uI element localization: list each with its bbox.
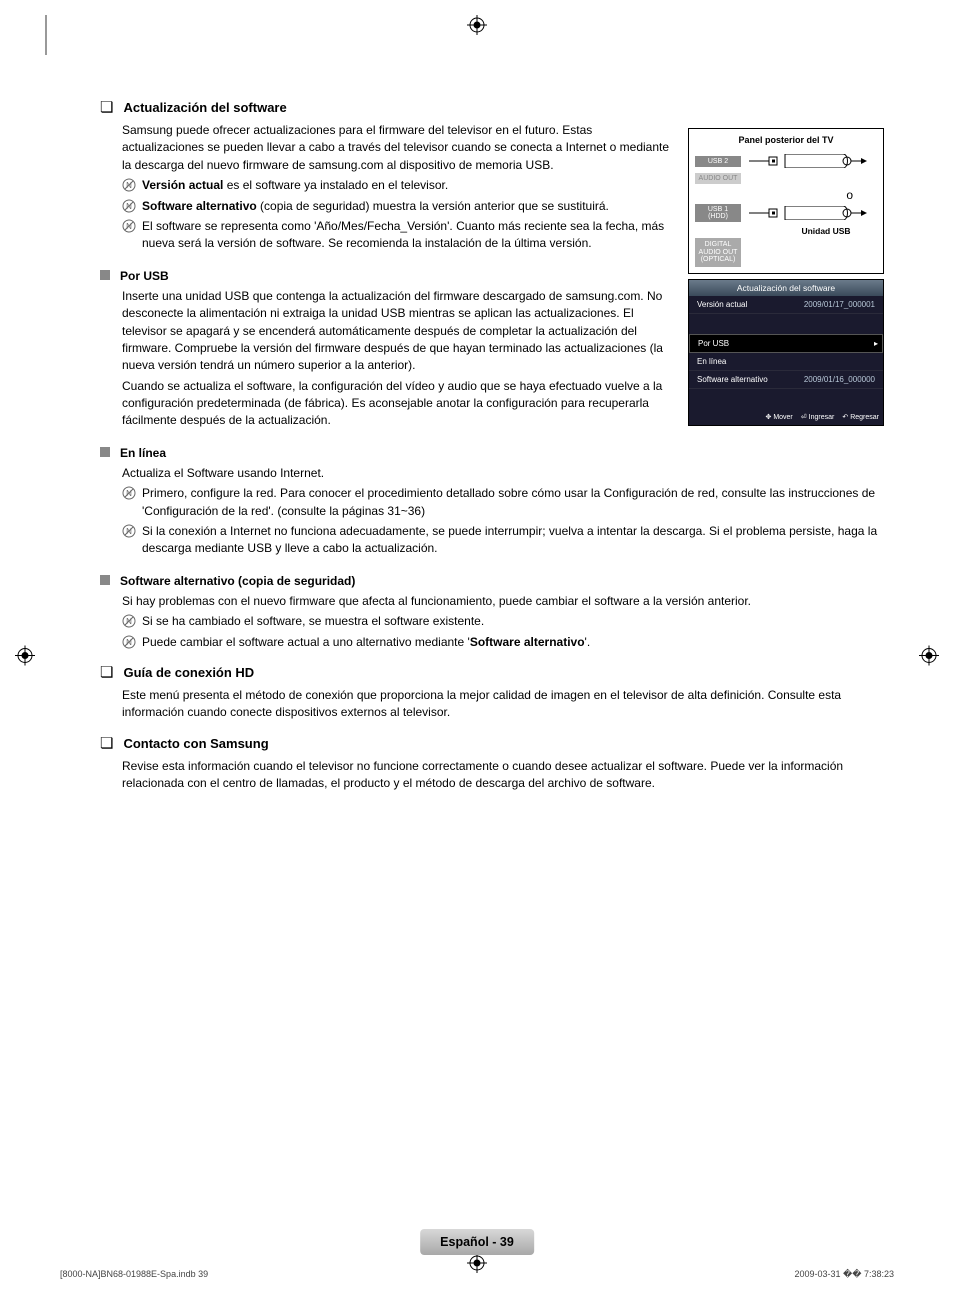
paragraph: Este menú presenta el método de conexión… [122, 687, 884, 722]
osd-footer-enter: Ingresar [809, 414, 835, 421]
osd-footer-return: Regresar [850, 414, 879, 421]
port-label-audio-out: AUDIO OUT [695, 173, 741, 184]
or-label: o [695, 188, 853, 202]
port-label-optical: DIGITAL AUDIO OUT (OPTICAL) [695, 238, 741, 267]
section-bullet-icon: ❏ [100, 665, 113, 680]
osd-title: Actualización del software [689, 280, 883, 296]
tv-panel-diagram: Panel posterior del TV USB 2 AUDIO OUT o… [688, 128, 884, 274]
note-text: Versión actual es el software ya instala… [142, 177, 448, 194]
osd-menu-screen: Actualización del software Versión actua… [688, 279, 884, 426]
svg-text:N: N [126, 617, 132, 626]
subsection-software-alt: Software alternativo (copia de seguridad… [100, 572, 884, 651]
sub-title: Software alternativo (copia de seguridad… [120, 574, 355, 588]
print-footer-right: 2009-03-31 �� 7:38:23 [794, 1269, 894, 1280]
note-icon: N [122, 486, 136, 500]
sub-bullet-icon [100, 270, 110, 280]
print-footer: [8000-NA]BN68-01988E-Spa.indb 39 2009-03… [60, 1269, 894, 1280]
svg-text:N: N [126, 527, 132, 536]
port-connector-icon [741, 205, 877, 221]
note-icon: N [122, 178, 136, 192]
return-icon: ↶ [842, 413, 848, 421]
section-contact: ❏ Contacto con Samsung Revise esta infor… [100, 736, 884, 793]
paragraph: Actualiza el Software usando Internet. [122, 465, 884, 482]
osd-item-alt-software: Software alternativo 2009/01/16_000000 [689, 371, 883, 389]
osd-spacer [689, 389, 883, 409]
print-footer-left: [8000-NA]BN68-01988E-Spa.indb 39 [60, 1269, 208, 1280]
section-title: Actualización del software [123, 100, 286, 115]
section-hd-guide: ❏ Guía de conexión HD Este menú presenta… [100, 665, 884, 722]
section-title: Guía de conexión HD [123, 665, 254, 680]
paragraph: Inserte una unidad USB que contenga la a… [122, 288, 674, 375]
move-icon: ✥ [765, 413, 771, 421]
port-connector-icon [741, 153, 877, 169]
note-text: Si se ha cambiado el software, se muestr… [142, 613, 484, 630]
section-intro: Samsung puede ofrecer actualizaciones pa… [122, 122, 674, 174]
paragraph: Cuando se actualiza el software, la conf… [122, 378, 674, 430]
note-icon: N [122, 219, 136, 233]
sub-bullet-icon [100, 447, 110, 457]
note-text: Primero, configure la red. Para conocer … [142, 485, 884, 520]
osd-footer-move: Mover [773, 414, 792, 421]
note-icon: N [122, 614, 136, 628]
usb-drive-label: Unidad USB [775, 226, 877, 236]
note-icon: N [122, 199, 136, 213]
note-text: Puede cambiar el software actual a uno a… [142, 634, 590, 651]
svg-text:N: N [126, 202, 132, 211]
subsection-en-linea: En línea Actualiza el Software usando In… [100, 444, 884, 558]
svg-text:N: N [126, 181, 132, 190]
osd-spacer [689, 314, 883, 334]
svg-text:N: N [126, 638, 132, 647]
enter-icon: ⏎ [801, 413, 807, 421]
osd-item-by-usb: Por USB [689, 334, 883, 353]
osd-item-current-version: Versión actual 2009/01/17_000001 [689, 296, 883, 314]
note-text: Si la conexión a Internet no funciona ad… [142, 523, 884, 558]
port-label-usb1: USB 1 (HDD) [695, 204, 741, 222]
side-panel: Panel posterior del TV USB 2 AUDIO OUT o… [688, 128, 884, 426]
svg-text:N: N [126, 222, 132, 231]
note-icon: N [122, 635, 136, 649]
sub-title: En línea [120, 446, 166, 460]
panel-diagram-title: Panel posterior del TV [695, 135, 877, 145]
osd-footer: ✥Mover ⏎Ingresar ↶Regresar [689, 409, 883, 425]
svg-text:N: N [126, 489, 132, 498]
note-text: Software alternativo (copia de seguridad… [142, 198, 609, 215]
note-text: El software se representa como 'Año/Mes/… [142, 218, 674, 253]
page-number-label: Español - 39 [420, 1229, 534, 1255]
section-bullet-icon: ❏ [100, 736, 113, 751]
note-icon: N [122, 524, 136, 538]
sub-bullet-icon [100, 575, 110, 585]
port-label-usb2: USB 2 [695, 156, 741, 167]
section-title: Contacto con Samsung [123, 736, 268, 751]
section-bullet-icon: ❏ [100, 100, 113, 115]
paragraph: Revise esta información cuando el televi… [122, 758, 884, 793]
osd-item-online: En línea [689, 353, 883, 371]
sub-title: Por USB [120, 269, 169, 283]
paragraph: Si hay problemas con el nuevo firmware q… [122, 593, 884, 610]
